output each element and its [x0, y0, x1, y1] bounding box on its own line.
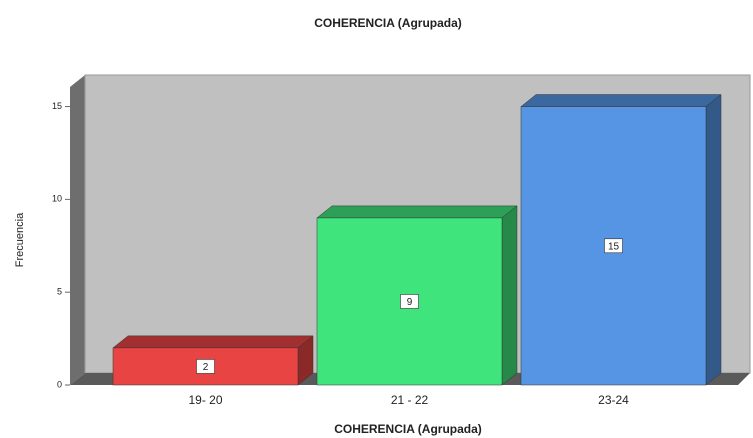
x-tick-label: 21 - 22: [391, 393, 429, 407]
y-axis-label: Frecuencia: [14, 212, 26, 267]
y-tick-label: 5: [57, 287, 62, 297]
value-label-box: [196, 359, 215, 374]
bar-side: [705, 94, 722, 386]
value-label-box: [400, 294, 419, 309]
value-label-box: [604, 238, 623, 254]
value-label: 9: [407, 297, 413, 308]
x-tick-label: 19- 20: [188, 393, 222, 407]
bar-side: [501, 205, 518, 386]
y-tick-label: 0: [57, 379, 62, 389]
value-label: 2: [203, 362, 209, 373]
chart-title: COHERENCIA (Agrupada): [314, 16, 462, 30]
side-wall: [70, 75, 85, 385]
value-label: 15: [608, 241, 620, 252]
y-tick-label: 15: [52, 101, 62, 111]
x-tick-label: 23-24: [598, 393, 629, 407]
bar-top: [520, 94, 722, 107]
y-tick-label: 10: [52, 194, 62, 204]
x-axis-label: COHERENCIA (Agrupada): [334, 422, 482, 436]
bar-top: [316, 205, 518, 219]
bar-top: [112, 335, 314, 349]
